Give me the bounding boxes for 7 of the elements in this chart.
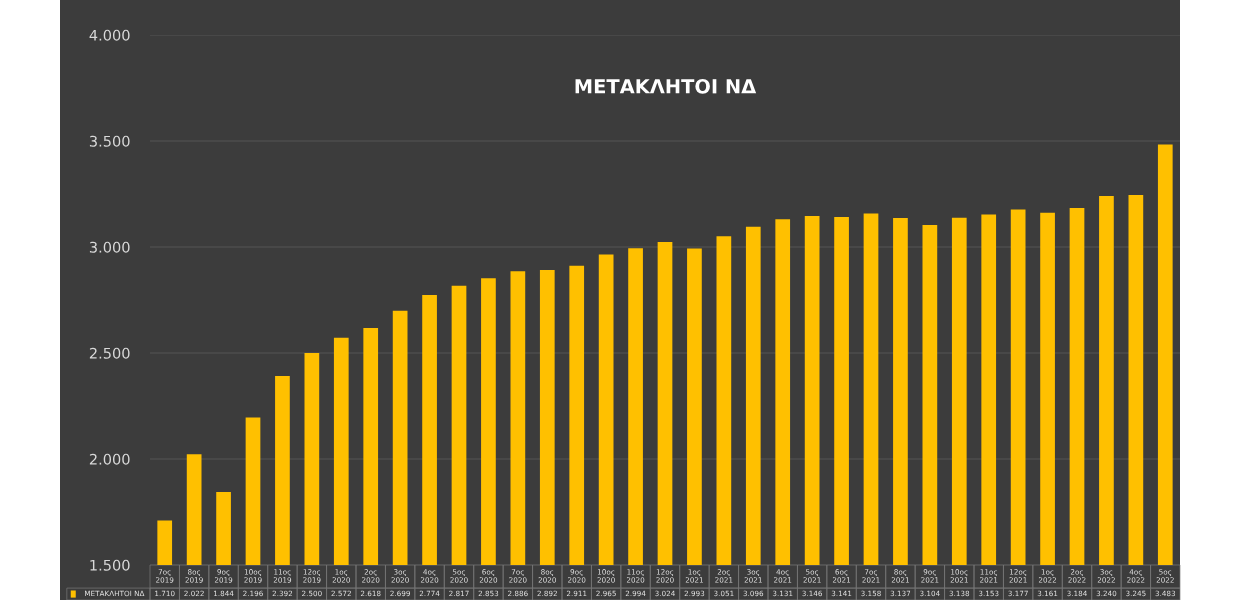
y-tick-label: 3.500	[89, 135, 130, 147]
y-tick-label: 2.000	[89, 453, 130, 465]
text: ΜΕΤΑΚΛΗΤΟΙ ΝΔ	[575, 78, 757, 94]
y-tick-label: 4.000	[89, 29, 130, 41]
y-tick-label: 2.500	[89, 347, 130, 359]
y-tick-label: 3.000	[89, 241, 130, 253]
y-tick-label: 1.500	[90, 559, 130, 571]
